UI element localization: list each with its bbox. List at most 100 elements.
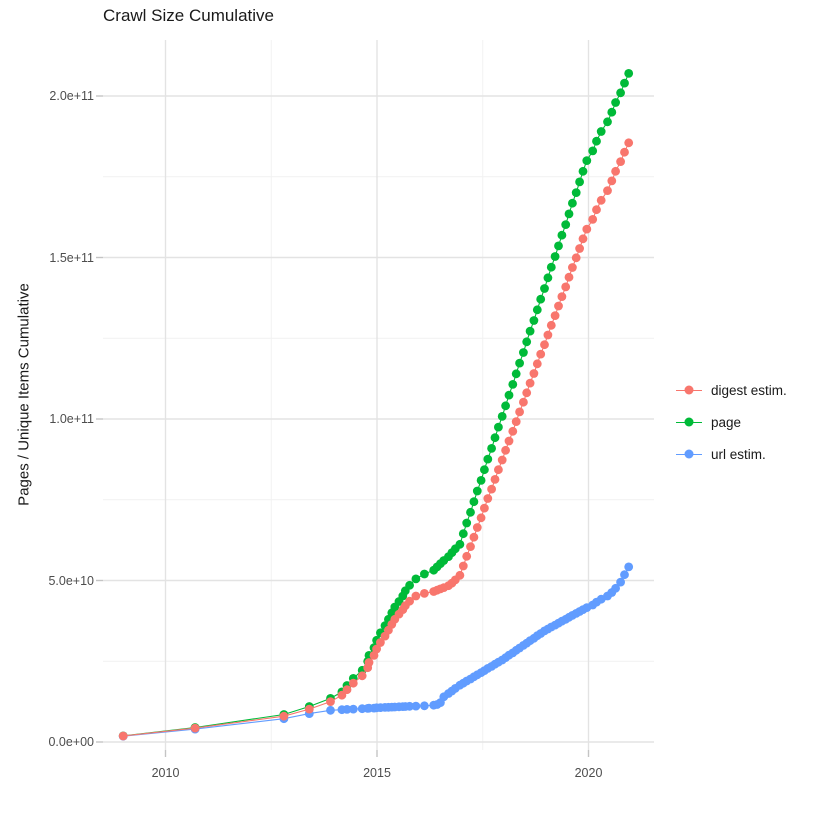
data-point-page — [462, 518, 472, 528]
data-point-digest — [564, 272, 574, 282]
data-point-digest — [376, 638, 385, 647]
legend-item-digest: digest estim. — [676, 374, 787, 406]
data-point-page — [494, 422, 503, 432]
data-point-page — [540, 284, 549, 293]
x-tick-label: 2015 — [363, 766, 391, 780]
data-point-url — [342, 705, 352, 714]
data-point-digest — [557, 292, 567, 301]
data-point-digest — [483, 494, 493, 503]
data-point-page — [405, 580, 414, 590]
data-point-digest — [611, 166, 620, 176]
data-point-digest — [469, 532, 479, 542]
data-point-digest — [525, 378, 535, 388]
data-point-digest — [582, 224, 592, 234]
data-point-page — [624, 69, 634, 78]
data-point-page — [519, 348, 528, 357]
data-point-page — [568, 198, 577, 208]
data-point-digest — [592, 205, 601, 215]
data-point-digest — [515, 407, 524, 417]
data-point-digest — [561, 282, 571, 292]
data-point-digest — [540, 340, 549, 350]
data-point-page — [469, 497, 479, 507]
data-point-digest — [568, 263, 577, 272]
data-point-url — [326, 705, 335, 715]
data-point-url — [616, 577, 625, 587]
data-point-page — [487, 444, 496, 453]
data-point-page — [497, 412, 507, 421]
data-point-page — [411, 574, 421, 584]
data-point-page — [536, 294, 546, 304]
x-tick-label: 2020 — [574, 766, 603, 780]
data-point-digest — [620, 147, 629, 157]
data-point-page — [476, 476, 486, 485]
data-point-page — [466, 507, 475, 517]
data-point-page — [529, 316, 539, 325]
data-point-digest — [529, 369, 539, 378]
legend-item-page: page — [676, 406, 787, 438]
data-point-digest — [326, 697, 335, 706]
data-point-page — [490, 433, 500, 443]
data-point-digest — [490, 475, 500, 484]
data-point-digest — [348, 678, 358, 688]
data-point-digest — [578, 234, 588, 244]
data-point-page — [550, 252, 560, 261]
data-point-digest — [603, 186, 612, 196]
series-url — [118, 562, 634, 741]
data-point-digest — [508, 426, 518, 436]
x-tick-label: 2010 — [151, 766, 180, 780]
data-point-page — [578, 166, 588, 176]
legend-key-url-icon — [676, 447, 702, 461]
data-point-digest — [357, 671, 367, 681]
data-point-digest — [476, 513, 486, 523]
legend-label-page: page — [711, 414, 742, 430]
y-tick-label: 0.0e+00 — [48, 735, 94, 749]
data-point-page — [455, 539, 465, 549]
series-page — [118, 69, 634, 741]
data-point-digest — [458, 561, 468, 571]
data-point-url — [620, 570, 629, 580]
data-point-digest — [522, 388, 532, 398]
data-point-digest — [543, 330, 553, 340]
data-point-digest — [501, 445, 510, 455]
legend-key-digest-icon — [676, 383, 702, 397]
data-point-page — [561, 220, 571, 230]
data-point-page — [564, 209, 574, 219]
data-point-page — [596, 127, 606, 136]
data-point-digest — [472, 523, 482, 532]
data-point-digest — [519, 397, 528, 407]
data-point-digest — [504, 436, 514, 446]
data-point-digest — [480, 503, 489, 513]
data-point-url — [348, 704, 358, 714]
legend: digest estim. page url estim. — [676, 374, 787, 470]
legend-item-url: url estim. — [676, 438, 787, 470]
data-point-page — [571, 188, 581, 198]
data-point-url — [624, 562, 634, 572]
data-point-page — [458, 529, 468, 539]
data-point-digest — [588, 215, 598, 224]
data-point-page — [592, 136, 601, 146]
data-point-digest — [546, 320, 556, 330]
data-point-digest — [342, 685, 352, 695]
data-point-page — [483, 454, 493, 464]
data-point-digest — [462, 551, 472, 561]
legend-label-url: url estim. — [711, 446, 766, 462]
data-point-page — [508, 380, 518, 389]
data-point-page — [620, 78, 629, 88]
data-point-digest — [536, 349, 546, 359]
data-point-digest — [372, 644, 381, 654]
data-point-digest — [190, 723, 200, 733]
y-tick-label: 2.0e+11 — [49, 89, 94, 103]
data-point-digest — [487, 484, 496, 494]
data-point-page — [607, 107, 617, 117]
data-point-page — [546, 262, 556, 272]
data-point-page — [501, 401, 510, 411]
data-point-page — [616, 88, 625, 98]
data-point-page — [522, 337, 532, 347]
data-point-digest — [616, 157, 625, 167]
y-axis-title: Pages / Unique Items Cumulative — [15, 283, 33, 506]
data-point-page — [554, 241, 563, 251]
data-point-digest — [405, 596, 414, 606]
data-point-page — [611, 98, 620, 107]
data-point-digest — [420, 589, 429, 598]
